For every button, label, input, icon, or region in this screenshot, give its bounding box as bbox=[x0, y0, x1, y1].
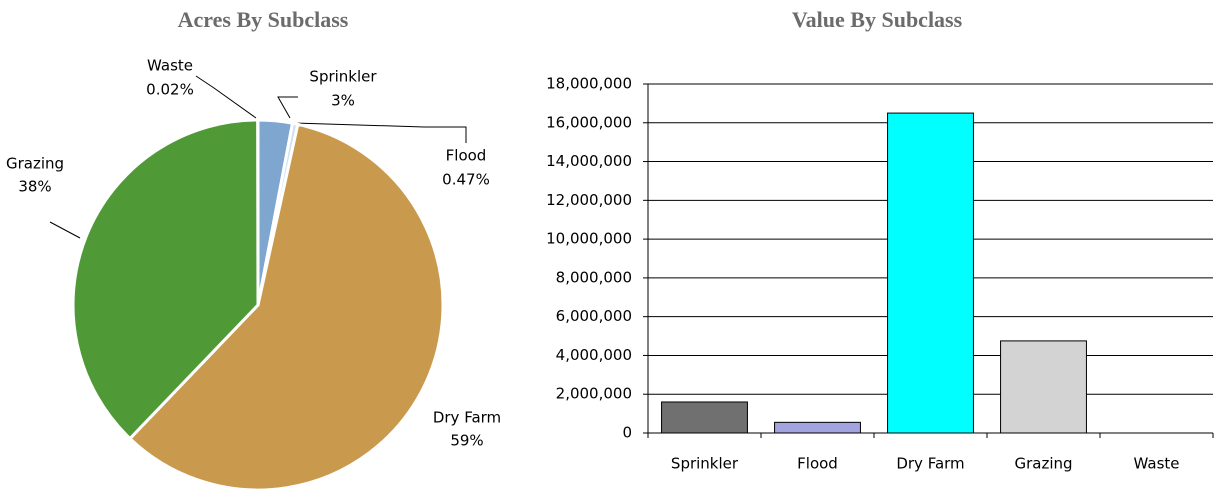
y-tick-label: 0 bbox=[622, 424, 632, 442]
bar bbox=[1001, 341, 1087, 433]
x-tick-label: Sprinkler bbox=[671, 455, 739, 473]
y-tick-label: 10,000,000 bbox=[546, 230, 632, 248]
slice-label: Grazing bbox=[6, 155, 64, 173]
chart-title: Value By Subclass bbox=[792, 7, 963, 32]
y-tick-label: 18,000,000 bbox=[546, 75, 632, 93]
slice-label: Dry Farm bbox=[433, 409, 501, 427]
leader-line bbox=[278, 97, 298, 118]
slice-value-label: 38% bbox=[18, 178, 51, 196]
bar bbox=[662, 402, 748, 433]
slice-value-label: 0.47% bbox=[442, 171, 490, 189]
slice-label: Waste bbox=[147, 57, 193, 75]
x-tick-label: Grazing bbox=[1014, 455, 1072, 473]
y-tick-label: 8,000,000 bbox=[556, 268, 632, 286]
slice-value-label: 0.02% bbox=[146, 81, 194, 99]
chart: Acres By Subclass Value By Subclass Spri… bbox=[0, 0, 1217, 491]
chart-title: Acres By Subclass bbox=[178, 7, 349, 32]
y-tick-label: 4,000,000 bbox=[556, 346, 632, 364]
y-tick-label: 12,000,000 bbox=[546, 191, 632, 209]
bar bbox=[888, 113, 974, 433]
y-tick-label: 14,000,000 bbox=[546, 152, 632, 170]
bar bbox=[775, 422, 861, 433]
y-tick-label: 6,000,000 bbox=[556, 307, 632, 325]
leader-line bbox=[196, 76, 256, 118]
page: {"chart_data": [ {"type": "pie", "title"… bbox=[0, 0, 1217, 491]
slice-label: Sprinkler bbox=[309, 68, 377, 86]
x-tick-label: Dry Farm bbox=[896, 455, 964, 473]
slice-value-label: 59% bbox=[450, 432, 483, 450]
slice-label: Flood bbox=[446, 147, 487, 165]
x-tick-label: Waste bbox=[1134, 455, 1180, 473]
y-tick-label: 2,000,000 bbox=[556, 385, 632, 403]
y-tick-label: 16,000,000 bbox=[546, 113, 632, 131]
x-tick-label: Flood bbox=[797, 455, 838, 473]
slice-value-label: 3% bbox=[331, 92, 355, 110]
leader-line bbox=[50, 222, 80, 238]
